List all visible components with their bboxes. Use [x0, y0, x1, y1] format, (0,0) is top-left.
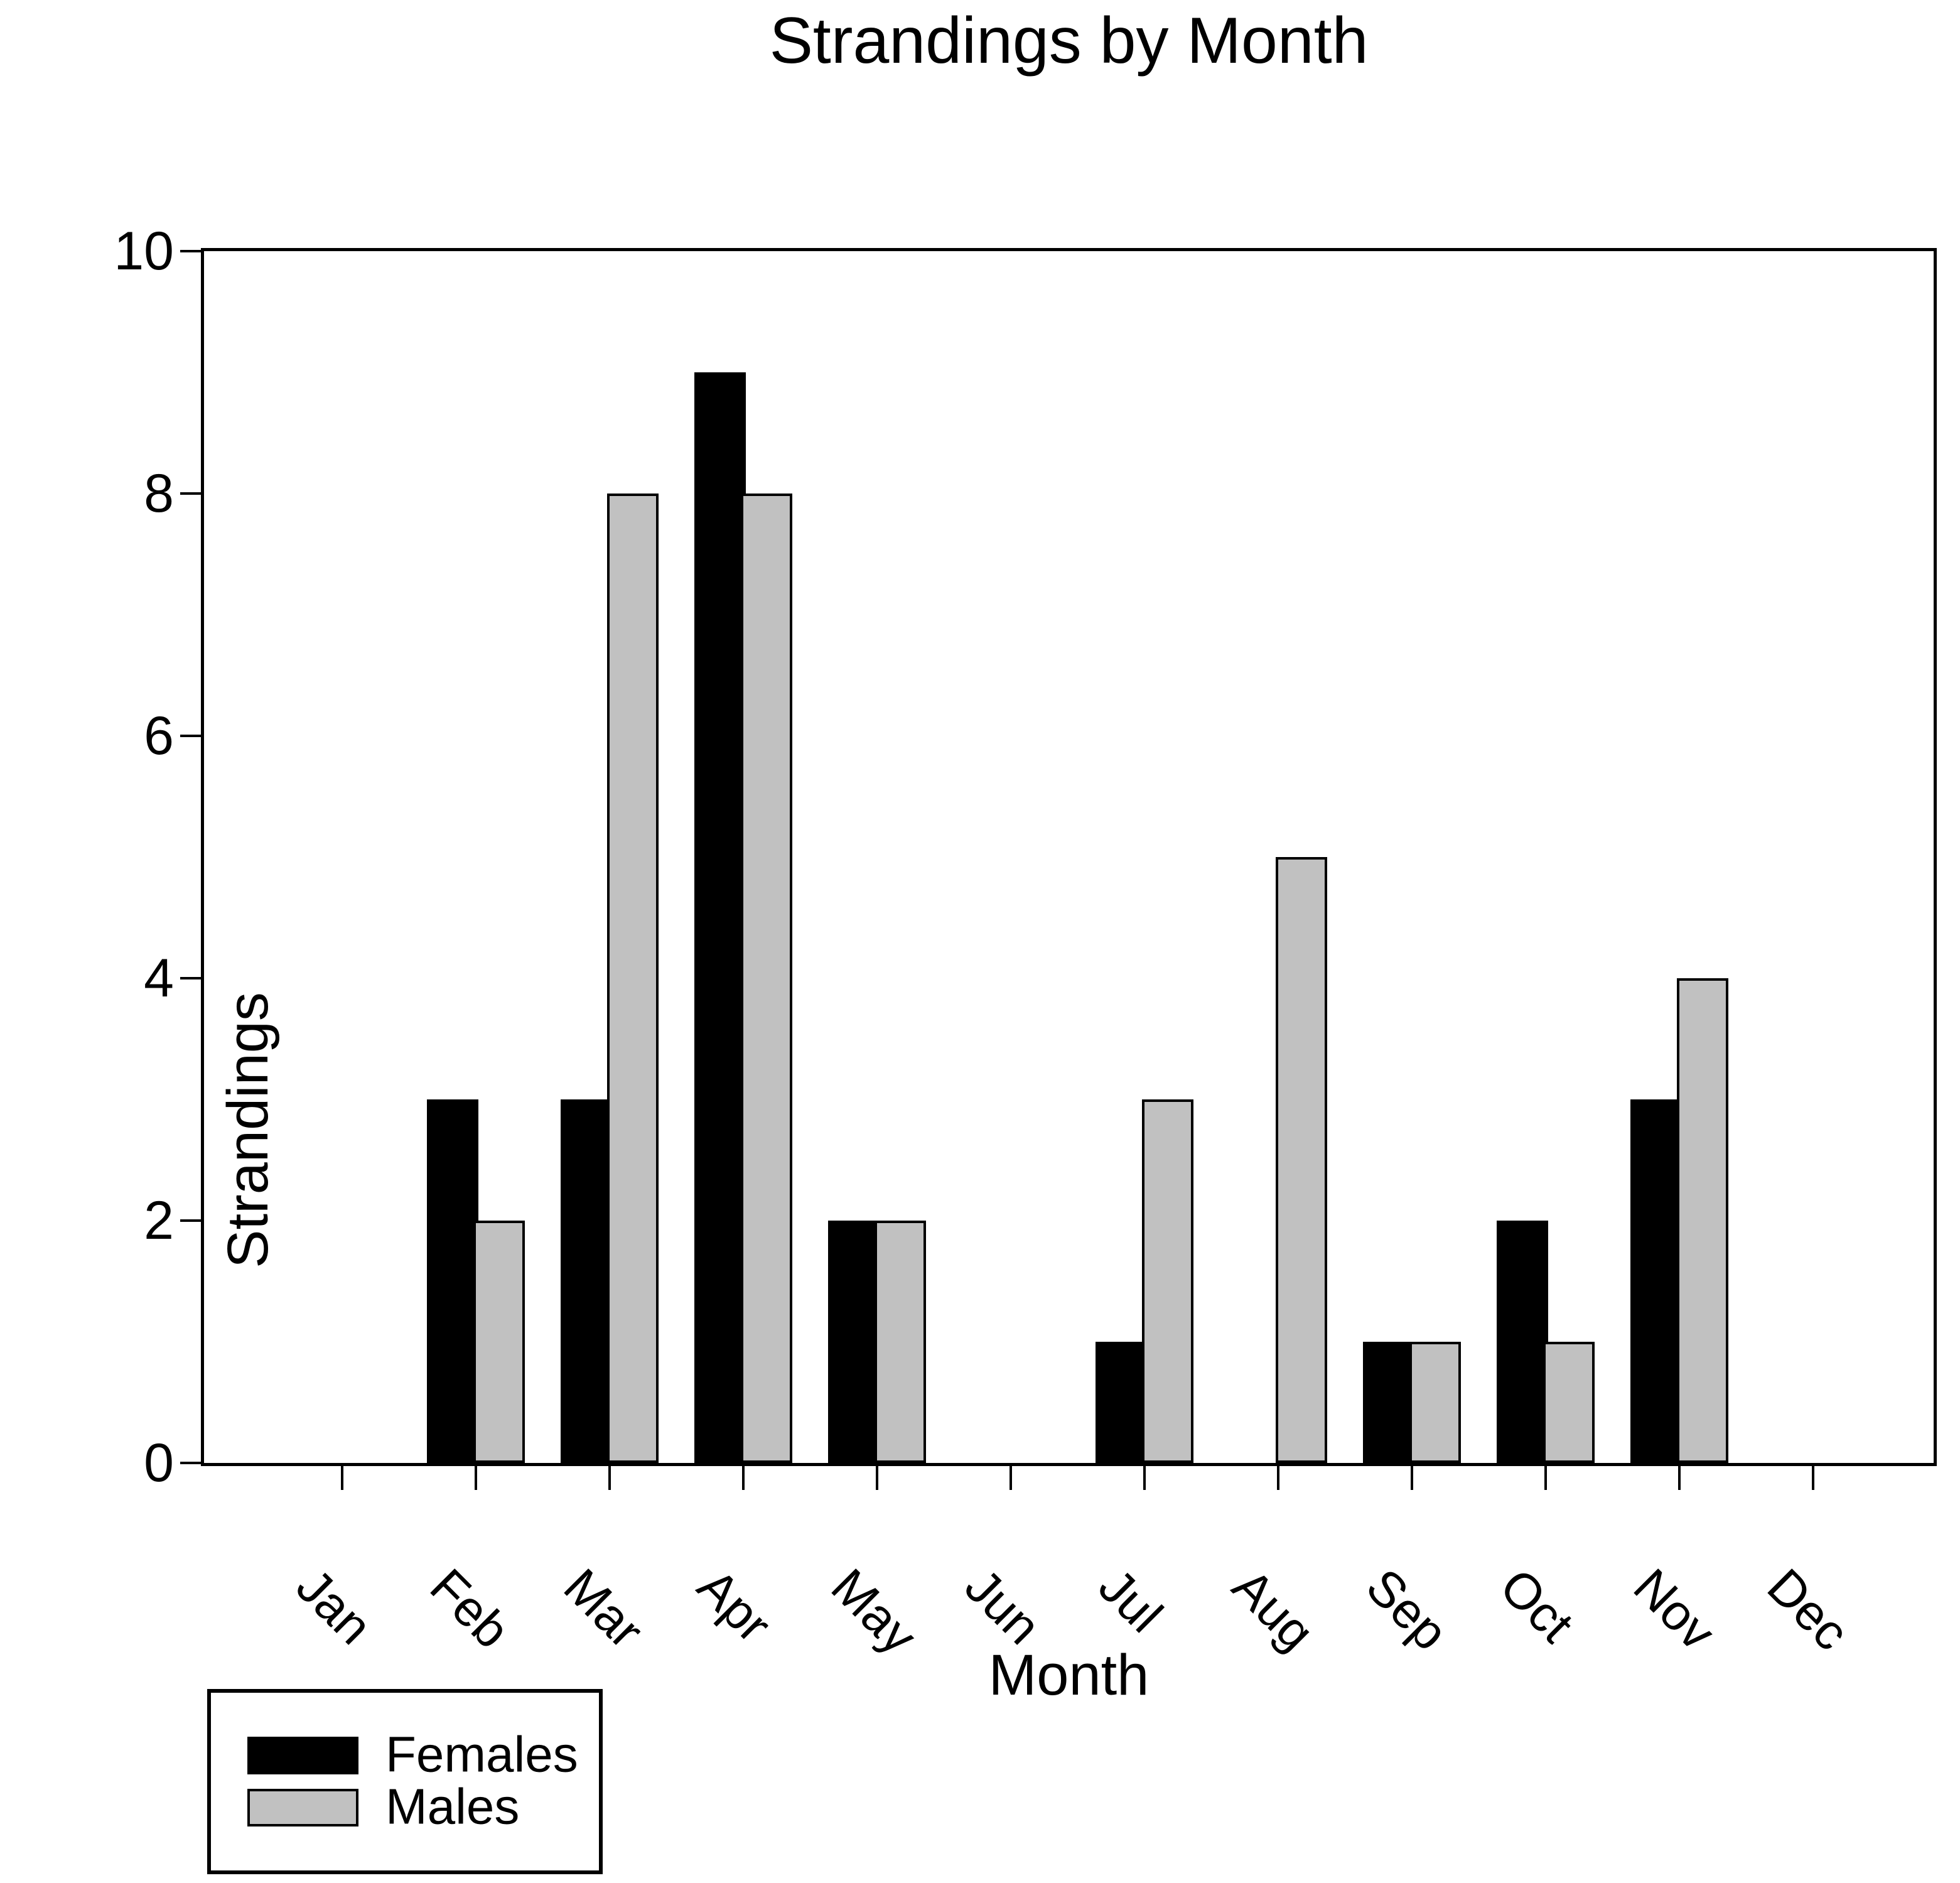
- y-tick-label: 0: [144, 1433, 174, 1493]
- y-tick: [180, 735, 201, 737]
- plot-area: 0 2 4 6 8 10 Jan Feb Mar Apr May Jun Jul Aug Sep Oct No…: [114, 224, 1937, 1664]
- y-tick: [180, 1219, 201, 1222]
- x-tick-label: Feb: [419, 1558, 521, 1659]
- x-tick-label: Mar: [553, 1558, 654, 1659]
- y-tick-label: 8: [144, 463, 174, 524]
- x-tick: [475, 1466, 477, 1490]
- legend-label: Males: [385, 1778, 520, 1835]
- bar-males-apr: [741, 494, 792, 1463]
- legend-swatch-males: [247, 1789, 358, 1826]
- bar-females-nov: [1630, 1099, 1682, 1463]
- x-tick: [1143, 1466, 1146, 1490]
- legend-swatch-females: [247, 1737, 358, 1774]
- bar-females-jul: [1096, 1342, 1147, 1463]
- bar-males-mar: [607, 494, 659, 1463]
- y-tick-label: 10: [114, 221, 174, 281]
- x-tick-label: Apr: [687, 1558, 782, 1653]
- legend-box: Females Males: [207, 1689, 603, 1874]
- y-tick: [180, 1462, 201, 1464]
- x-tick-label: Jun: [954, 1558, 1052, 1655]
- y-tick-label: 2: [144, 1190, 174, 1251]
- y-tick-label: 4: [144, 948, 174, 1008]
- legend-label: Females: [385, 1726, 578, 1783]
- y-tick: [180, 492, 201, 495]
- x-tick: [742, 1466, 745, 1490]
- legend-item-females: Females: [247, 1729, 578, 1779]
- bar-males-may: [875, 1221, 926, 1463]
- x-tick: [608, 1466, 611, 1490]
- x-axis-title: Month: [988, 1643, 1150, 1707]
- bar-males-sep: [1409, 1342, 1461, 1463]
- bar-females-apr: [694, 372, 746, 1463]
- bar-females-may: [828, 1221, 880, 1463]
- x-tick: [1544, 1466, 1547, 1490]
- legend-item-males: Males: [247, 1781, 574, 1832]
- x-tick: [1277, 1466, 1279, 1490]
- y-tick-label: 6: [144, 706, 174, 766]
- bar-males-feb: [473, 1221, 525, 1463]
- x-tick: [341, 1466, 343, 1490]
- x-tick-label: Jan: [286, 1558, 383, 1655]
- x-tick-label: Jul: [1088, 1558, 1173, 1643]
- chart-title: Strandings by Month: [769, 4, 1369, 77]
- x-tick: [876, 1466, 878, 1490]
- bar-females-oct: [1497, 1221, 1548, 1463]
- x-tick-label: Oct: [1489, 1558, 1585, 1653]
- bar-females-feb: [427, 1099, 478, 1463]
- y-tick: [180, 250, 201, 252]
- x-tick: [1678, 1466, 1681, 1490]
- bar-females-mar: [561, 1099, 612, 1463]
- bar-males-nov: [1677, 978, 1728, 1463]
- x-tick: [1812, 1466, 1814, 1490]
- bar-males-jul: [1142, 1099, 1193, 1463]
- y-axis-title: Strandings: [216, 992, 280, 1268]
- bar-females-sep: [1363, 1342, 1414, 1463]
- bar-males-aug: [1276, 857, 1327, 1463]
- x-tick: [1010, 1466, 1012, 1490]
- x-tick: [1411, 1466, 1413, 1490]
- y-tick: [180, 977, 201, 979]
- bar-males-oct: [1543, 1342, 1595, 1463]
